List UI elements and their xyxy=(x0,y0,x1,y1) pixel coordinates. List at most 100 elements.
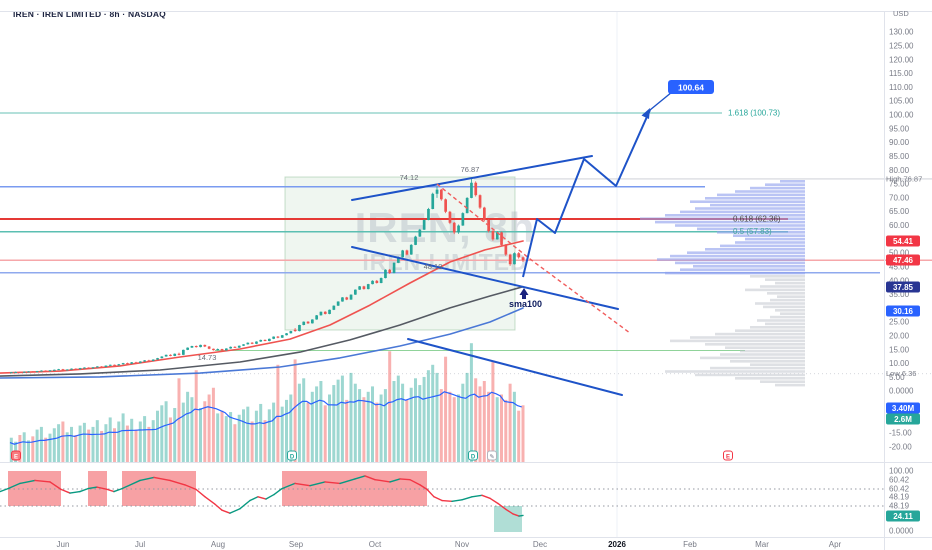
candle-body xyxy=(508,254,512,265)
price-target-badge[interactable] xyxy=(668,80,714,94)
axis-price-badge[interactable] xyxy=(886,281,920,293)
timeline-event-marker[interactable] xyxy=(487,450,497,461)
volume-bar xyxy=(396,375,400,462)
timeline-event-marker[interactable] xyxy=(723,450,733,461)
projection-zigzag[interactable] xyxy=(522,109,651,278)
volume-bar xyxy=(310,391,314,462)
candle-body xyxy=(293,329,297,332)
timeline-event-marker[interactable] xyxy=(287,450,297,461)
candle-body xyxy=(53,369,56,371)
volume-profile-bar xyxy=(733,234,805,237)
volume-bar xyxy=(35,429,39,462)
volume-bar xyxy=(113,428,116,462)
volume-profile-bar xyxy=(665,271,805,275)
axis-price-badge[interactable] xyxy=(886,235,920,247)
axis-price-badge-value: 54.41 xyxy=(893,237,914,246)
candle-body xyxy=(465,197,469,214)
trendline[interactable] xyxy=(407,338,623,396)
x-axis-label: Aug xyxy=(211,540,225,549)
candle-body xyxy=(108,364,112,366)
volume-bar xyxy=(65,432,69,462)
rsi-curve-segment xyxy=(257,496,267,500)
rsi-value-badge[interactable] xyxy=(886,510,920,522)
rsi-tick-label: 60.42 xyxy=(889,476,910,485)
candle-body xyxy=(362,286,366,290)
dashed-trendline[interactable] xyxy=(436,183,631,334)
rsi-curve-segment xyxy=(113,487,123,493)
rsi-tick-label: 48.19 xyxy=(889,502,910,511)
candle-body xyxy=(328,309,331,314)
candle-body xyxy=(349,294,353,300)
volume-bar xyxy=(435,372,439,462)
axis-price-badge-value: 3.40M xyxy=(892,404,915,413)
rsi-curve-segment xyxy=(96,486,108,491)
rsi-curve-segment xyxy=(374,478,391,483)
x-axis-label: Oct xyxy=(369,540,382,549)
axis-price-badge[interactable] xyxy=(886,305,920,317)
price-tick-label: 75.00 xyxy=(889,180,910,189)
volume-profile-bar xyxy=(735,241,805,244)
timeline-event-marker[interactable] xyxy=(11,450,21,461)
volume-profile-bar xyxy=(760,380,805,383)
volume-profile-bar xyxy=(717,231,805,234)
candle-body xyxy=(104,365,108,367)
volume-profile-bar xyxy=(700,356,805,360)
rsi-curve-segment xyxy=(106,488,115,493)
volume-bar xyxy=(461,383,465,462)
rsi-curve-segment xyxy=(153,476,171,482)
rsi-curve-segment xyxy=(49,481,62,491)
rsi-curve-segment xyxy=(518,514,524,517)
candle-body xyxy=(74,368,78,370)
candle-body xyxy=(134,362,138,364)
volume-bar xyxy=(452,397,456,462)
candle-body xyxy=(164,354,168,357)
volume-bar xyxy=(242,409,245,462)
candle-body xyxy=(246,342,250,345)
price-tick-label: 50.00 xyxy=(889,249,910,258)
axis-price-badge[interactable] xyxy=(886,402,920,414)
rsi-curve-segment xyxy=(229,508,241,514)
up-arrow-icon[interactable] xyxy=(519,288,529,299)
volume-bar xyxy=(401,383,405,462)
volume-bar xyxy=(285,399,288,462)
symbol-title[interactable]: IREN · IREN LIMITED · 8h · NASDAQ xyxy=(13,9,166,19)
rsi-curve-segment xyxy=(184,484,197,491)
price-tick-label: 25.00 xyxy=(889,318,910,327)
volume-profile-bar xyxy=(687,251,805,254)
candle-body xyxy=(418,229,422,237)
candle-body xyxy=(78,368,82,370)
volume-bar xyxy=(203,401,207,462)
x-axis-label: Mar xyxy=(755,540,769,549)
candle-body xyxy=(233,346,237,348)
axis-price-badge[interactable] xyxy=(886,254,920,266)
candle-body xyxy=(250,342,254,344)
volume-profile-bar xyxy=(715,332,805,336)
candle-body xyxy=(285,333,288,336)
candle-body xyxy=(35,371,39,373)
candle-body xyxy=(289,331,293,334)
price-tick-label: 125.00 xyxy=(889,42,914,51)
rsi-curve-segment xyxy=(87,486,98,490)
candle-body xyxy=(470,182,473,198)
fib-level-label: 0.5 (57.83) xyxy=(733,227,772,236)
axis-price-badge-value: 30.16 xyxy=(893,307,914,316)
candle-body xyxy=(237,345,241,348)
candle-body xyxy=(302,321,306,326)
rsi-curve-segment xyxy=(19,479,36,485)
axis-price-badge[interactable] xyxy=(886,413,920,425)
volume-profile-bar xyxy=(770,298,805,302)
timeline-event-marker[interactable] xyxy=(468,450,478,461)
rsi-curve-segment xyxy=(471,494,483,498)
price-tick-label: 110.00 xyxy=(889,83,913,92)
candle-body xyxy=(70,368,73,370)
projection-arrowhead xyxy=(641,108,650,119)
trendline[interactable] xyxy=(351,246,619,310)
candle-body xyxy=(173,353,177,356)
volume-profile-bar xyxy=(767,292,805,295)
volume-bar xyxy=(52,428,56,462)
trendline[interactable] xyxy=(351,155,593,201)
candle-body xyxy=(323,311,327,314)
rsi-curve-segment xyxy=(60,488,71,494)
x-axis-label: Dec xyxy=(533,540,547,549)
